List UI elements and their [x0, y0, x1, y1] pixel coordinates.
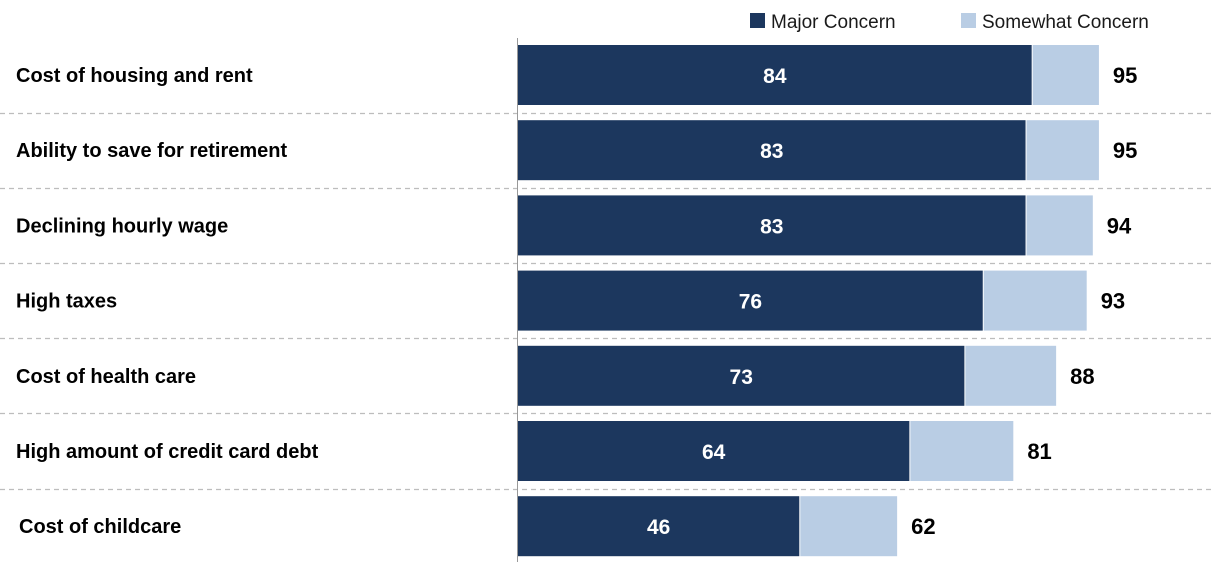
bar-major-ability-to-save-for-retirement	[518, 120, 1026, 181]
bar-row-declining-hourly-wage: Declining hourly wage 83 94	[16, 195, 1132, 256]
total-label-cost-of-housing-and-rent: 95	[1113, 63, 1137, 88]
total-label-cost-of-childcare: 62	[911, 514, 935, 539]
bar-somewhat-high-amount-of-credit-card-debt	[910, 421, 1014, 481]
legend: Major Concern Somewhat Concern	[750, 12, 1149, 33]
legend-label-major-concern: Major Concern	[771, 12, 896, 33]
category-label-ability-to-save-for-retirement: Ability to save for retirement	[16, 140, 288, 162]
bar-somewhat-cost-of-health-care	[965, 345, 1057, 406]
legend-swatch-somewhat-concern	[961, 13, 976, 28]
total-label-high-amount-of-credit-card-debt: 81	[1027, 439, 1051, 464]
bar-row-cost-of-childcare: Cost of childcare 46 62	[19, 496, 936, 557]
category-label-high-taxes: High taxes	[16, 291, 117, 313]
bar-major-high-taxes	[518, 270, 983, 331]
category-label-cost-of-housing-and-rent: Cost of housing and rent	[16, 65, 253, 87]
bar-label-major-declining-hourly-wage: 83	[760, 215, 783, 238]
bar-row-high-taxes: High taxes 76 93	[16, 270, 1125, 331]
bar-major-declining-hourly-wage	[518, 195, 1026, 256]
bar-somewhat-ability-to-save-for-retirement	[1026, 120, 1099, 181]
legend-label-somewhat-concern: Somewhat Concern	[982, 12, 1149, 33]
legend-swatch-major-concern	[750, 13, 765, 28]
total-label-declining-hourly-wage: 94	[1107, 213, 1132, 238]
bar-major-cost-of-health-care	[518, 345, 965, 406]
bar-major-high-amount-of-credit-card-debt	[518, 421, 910, 481]
bar-label-major-cost-of-childcare: 46	[647, 516, 670, 539]
bar-row-ability-to-save-for-retirement: Ability to save for retirement 83 95	[16, 120, 1137, 181]
bar-somewhat-declining-hourly-wage	[1026, 195, 1093, 256]
bar-somewhat-cost-of-childcare	[800, 496, 898, 557]
bar-major-cost-of-childcare	[518, 496, 800, 557]
bar-label-major-high-amount-of-credit-card-debt: 64	[702, 441, 726, 464]
bar-row-cost-of-health-care: Cost of health care 73 88	[16, 345, 1095, 406]
bar-label-major-ability-to-save-for-retirement: 83	[760, 140, 783, 163]
row-separators	[0, 112, 1214, 491]
category-label-cost-of-health-care: Cost of health care	[16, 366, 196, 388]
bar-label-major-cost-of-housing-and-rent: 84	[763, 65, 787, 88]
bar-row-high-amount-of-credit-card-debt: High amount of credit card debt 64 81	[16, 421, 1052, 481]
category-label-high-amount-of-credit-card-debt: High amount of credit card debt	[16, 441, 319, 463]
bar-label-major-high-taxes: 76	[739, 291, 762, 314]
total-label-cost-of-health-care: 88	[1070, 364, 1094, 389]
bar-major-cost-of-housing-and-rent	[518, 45, 1032, 105]
total-label-ability-to-save-for-retirement: 95	[1113, 138, 1137, 163]
bar-somewhat-high-taxes	[983, 270, 1087, 331]
total-label-high-taxes: 93	[1101, 289, 1125, 314]
bar-row-cost-of-housing-and-rent: Cost of housing and rent 84 95	[16, 45, 1137, 105]
bar-somewhat-cost-of-housing-and-rent	[1032, 45, 1099, 105]
category-label-cost-of-childcare: Cost of childcare	[19, 516, 181, 538]
bar-label-major-cost-of-health-care: 73	[730, 366, 753, 389]
category-label-declining-hourly-wage: Declining hourly wage	[16, 215, 228, 237]
